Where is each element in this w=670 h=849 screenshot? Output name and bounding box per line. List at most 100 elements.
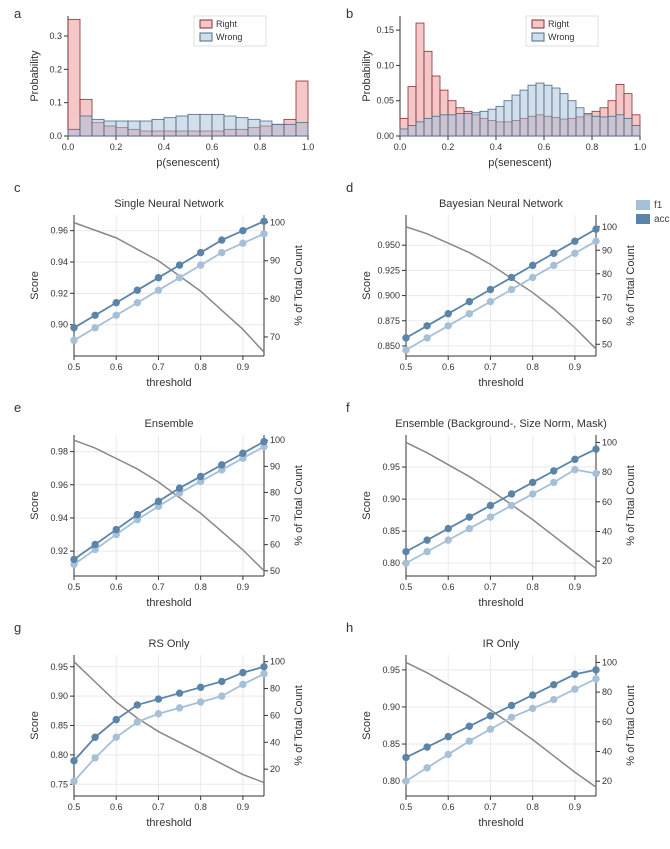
svg-text:0.6: 0.6 (110, 802, 123, 812)
svg-text:0.0: 0.0 (49, 131, 62, 141)
svg-text:0.9: 0.9 (237, 802, 250, 812)
svg-text:80: 80 (602, 687, 612, 697)
svg-text:60: 60 (602, 316, 612, 326)
svg-text:0.95: 0.95 (50, 662, 68, 672)
svg-text:70: 70 (270, 514, 280, 524)
panel-label-c: c (14, 180, 21, 195)
svg-text:0.94: 0.94 (50, 257, 68, 267)
svg-text:80: 80 (602, 269, 612, 279)
svg-text:0.8: 0.8 (194, 362, 207, 372)
panel-label-g: g (14, 620, 21, 635)
linechart-g: 0.50.60.70.80.90.750.800.850.900.9520406… (26, 635, 306, 830)
svg-text:0.9: 0.9 (569, 582, 582, 592)
svg-text:Score: Score (361, 271, 373, 300)
svg-text:0.875: 0.875 (377, 316, 400, 326)
panel-label-h: h (346, 620, 353, 635)
svg-text:threshold: threshold (146, 377, 191, 389)
svg-text:0.95: 0.95 (382, 665, 400, 675)
svg-text:Bayesian Neural Network: Bayesian Neural Network (439, 198, 564, 210)
svg-text:0.80: 0.80 (50, 750, 68, 760)
svg-text:0.90: 0.90 (382, 494, 400, 504)
svg-text:50: 50 (270, 566, 280, 576)
svg-text:100: 100 (270, 435, 285, 445)
panel-label-a: a (14, 6, 21, 21)
svg-text:0.5: 0.5 (68, 802, 81, 812)
svg-text:0.0: 0.0 (394, 142, 407, 152)
svg-text:0.05: 0.05 (376, 96, 394, 106)
svg-text:0.8: 0.8 (194, 802, 207, 812)
svg-text:Score: Score (29, 491, 41, 520)
svg-text:0.6: 0.6 (110, 582, 123, 592)
svg-text:1.0: 1.0 (634, 142, 647, 152)
panel-label-f: f (346, 400, 350, 415)
svg-text:0.6: 0.6 (442, 582, 455, 592)
linechart-c: 0.50.60.70.80.90.900.920.940.96708090100… (26, 195, 306, 390)
legend-swatch-acc (636, 214, 650, 224)
svg-text:% of Total Count: % of Total Count (293, 245, 305, 326)
svg-text:90: 90 (270, 256, 280, 266)
svg-text:0.9: 0.9 (237, 582, 250, 592)
svg-text:0.15: 0.15 (376, 25, 394, 35)
svg-text:0.85: 0.85 (382, 739, 400, 749)
svg-text:80: 80 (270, 487, 280, 497)
svg-text:0.4: 0.4 (158, 142, 171, 152)
svg-text:0.9: 0.9 (569, 802, 582, 812)
svg-text:0.2: 0.2 (49, 64, 62, 74)
svg-text:0.2: 0.2 (442, 142, 455, 152)
svg-text:Score: Score (361, 711, 373, 740)
linechart-d: 0.50.60.70.80.90.8500.8750.9000.9250.950… (358, 195, 638, 390)
svg-text:0.00: 0.00 (376, 131, 394, 141)
svg-text:threshold: threshold (478, 597, 523, 609)
svg-text:Single Neural Network: Single Neural Network (114, 198, 224, 210)
svg-text:0.5: 0.5 (400, 362, 413, 372)
linechart-h: 0.50.60.70.80.90.800.850.900.95204060801… (358, 635, 638, 830)
svg-text:Wrong: Wrong (216, 32, 242, 42)
linechart-f: 0.50.60.70.80.90.800.850.900.95204060801… (358, 415, 638, 610)
svg-text:0.6: 0.6 (206, 142, 219, 152)
svg-text:threshold: threshold (478, 377, 523, 389)
svg-text:0.7: 0.7 (152, 362, 165, 372)
svg-text:40: 40 (270, 737, 280, 747)
svg-text:% of Total Count: % of Total Count (625, 465, 637, 546)
svg-text:0.7: 0.7 (484, 582, 497, 592)
svg-text:80: 80 (270, 684, 280, 694)
svg-text:0.850: 0.850 (377, 341, 400, 351)
svg-text:0.10: 0.10 (376, 60, 394, 70)
svg-text:Score: Score (29, 711, 41, 740)
svg-text:60: 60 (602, 497, 612, 507)
legend-label-acc: acc (654, 214, 670, 225)
svg-text:0.9: 0.9 (237, 362, 250, 372)
svg-text:80: 80 (602, 467, 612, 477)
svg-text:Probability: Probability (29, 50, 41, 102)
svg-text:0.92: 0.92 (50, 288, 68, 298)
svg-text:0.94: 0.94 (50, 513, 68, 523)
svg-text:p(senescent): p(senescent) (488, 157, 552, 169)
svg-text:0.90: 0.90 (50, 691, 68, 701)
svg-text:60: 60 (270, 540, 280, 550)
svg-text:0.1: 0.1 (49, 98, 62, 108)
svg-text:60: 60 (602, 717, 612, 727)
svg-text:0.5: 0.5 (400, 582, 413, 592)
svg-text:Ensemble: Ensemble (145, 418, 194, 430)
svg-text:0.5: 0.5 (400, 802, 413, 812)
svg-text:20: 20 (602, 556, 612, 566)
svg-text:0.950: 0.950 (377, 240, 400, 250)
svg-text:0.7: 0.7 (484, 362, 497, 372)
svg-text:0.6: 0.6 (442, 802, 455, 812)
svg-text:0.90: 0.90 (50, 320, 68, 330)
svg-text:100: 100 (602, 657, 617, 667)
svg-text:0.7: 0.7 (152, 582, 165, 592)
svg-text:0.6: 0.6 (538, 142, 551, 152)
svg-text:% of Total Count: % of Total Count (293, 685, 305, 766)
svg-text:0.92: 0.92 (50, 546, 68, 556)
svg-text:90: 90 (602, 245, 612, 255)
svg-text:0.85: 0.85 (50, 721, 68, 731)
svg-text:0.75: 0.75 (50, 779, 68, 789)
svg-text:0.0: 0.0 (62, 142, 75, 152)
svg-text:0.85: 0.85 (382, 526, 400, 536)
svg-text:% of Total Count: % of Total Count (625, 245, 637, 326)
svg-text:80: 80 (270, 294, 280, 304)
svg-text:Ensemble (Background-, Size No: Ensemble (Background-, Size Norm, Mask) (395, 418, 607, 430)
svg-text:0.4: 0.4 (490, 142, 503, 152)
svg-text:0.6: 0.6 (110, 362, 123, 372)
